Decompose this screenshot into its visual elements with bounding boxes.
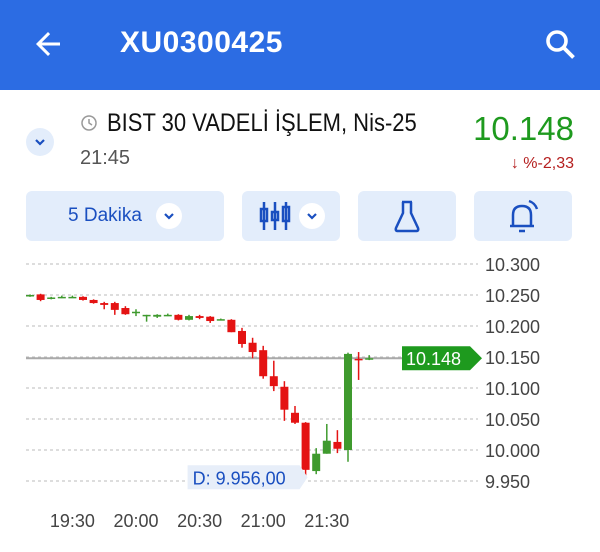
bell-icon [510, 199, 539, 233]
app-bar: XU0300425 [0, 0, 600, 90]
candle-body [195, 316, 204, 318]
candle-body [365, 358, 374, 360]
candle-body [312, 453, 321, 472]
candle-body [216, 319, 225, 321]
chevron-down-icon [299, 203, 325, 229]
interval-label: 5 Dakika [68, 205, 142, 226]
candle-body [227, 319, 236, 333]
candlestick-chart[interactable]: 10.300 10.250 10.200 10.150 10.100 10.050 10.0… [0, 252, 600, 552]
down-arrow-icon: ↓ [510, 155, 519, 172]
y-tick-label: 9.950 [485, 472, 530, 492]
chevron-down-icon [35, 139, 45, 146]
y-tick-label: 10.000 [485, 441, 540, 461]
candle-body [142, 314, 151, 317]
y-tick-label: 10.250 [485, 286, 540, 306]
x-tick-label: 19:30 [50, 511, 95, 531]
x-tick-label: 20:30 [177, 511, 222, 531]
candle-body [291, 412, 299, 423]
flask-icon [394, 200, 420, 233]
candle-body [79, 296, 87, 300]
x-tick-label: 21:00 [241, 511, 286, 531]
candle-body [26, 295, 34, 297]
x-tick-label: 21:30 [304, 511, 349, 531]
y-tick-label: 10.150 [485, 348, 540, 368]
y-tick-label: 10.050 [485, 410, 540, 430]
candle-body [68, 296, 77, 299]
candle-body [238, 330, 246, 344]
arrow-left-icon[interactable] [30, 26, 66, 62]
last-update-time: 21:45 [80, 147, 131, 169]
indicators-button[interactable] [358, 191, 456, 241]
clock-icon [81, 115, 97, 131]
x-tick-label: 20:00 [113, 511, 158, 531]
candle-body [301, 422, 310, 470]
last-price-badge [402, 346, 482, 371]
low-label-box [187, 465, 308, 490]
candle-body [163, 314, 172, 317]
candle-body [280, 386, 289, 410]
candle-body [333, 441, 342, 449]
candle-body [121, 308, 130, 315]
candle-body [132, 311, 140, 314]
alert-button[interactable] [474, 191, 572, 241]
last-price: 10.148 [473, 110, 574, 147]
candle-body [322, 440, 331, 454]
instrument-name: BIST 30 VADELİ İŞLEM, Nis-25 [107, 109, 417, 137]
price-change: ↓ %-2,33 [511, 155, 574, 173]
chart-type-dropdown[interactable] [242, 191, 340, 241]
candle-body [100, 303, 109, 305]
candle-body [153, 314, 162, 317]
y-tick-label: 10.300 [485, 255, 540, 275]
candle-body [57, 296, 66, 299]
candle-body [354, 358, 363, 361]
search-icon[interactable] [542, 26, 578, 62]
interval-dropdown[interactable]: 5 Dakika [26, 191, 224, 241]
last-price-label: 10.148 [406, 349, 461, 369]
chevron-down-icon [155, 203, 182, 229]
y-tick-label: 10.200 [485, 317, 540, 337]
candle-body [344, 353, 352, 450]
candle-body [259, 350, 268, 377]
page-title: XU0300425 [120, 26, 283, 59]
candle-body [269, 376, 278, 387]
y-tick-label: 10.100 [485, 379, 540, 399]
candle-body [110, 303, 119, 310]
candle-body [36, 294, 45, 300]
candle-body [206, 316, 215, 322]
candle-body [89, 299, 98, 304]
candle-body [47, 297, 56, 299]
change-percent: %-2,33 [523, 155, 574, 172]
candle-body [248, 342, 257, 353]
candle-body [185, 316, 193, 320]
candlestick-icon [259, 202, 291, 230]
expand-button[interactable] [26, 128, 54, 156]
low-price-label: D: 9.956,00 [193, 468, 286, 488]
candle-body [174, 314, 183, 320]
